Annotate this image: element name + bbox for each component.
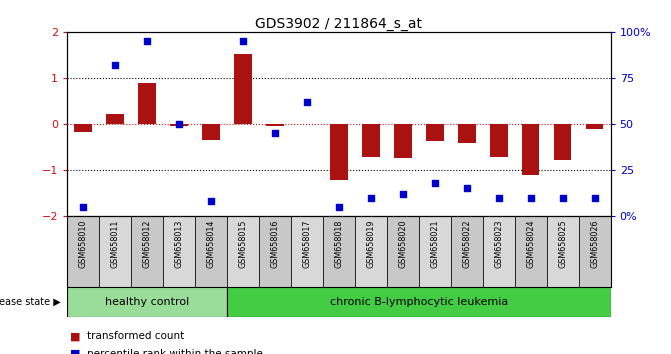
Point bbox=[462, 185, 472, 191]
Bar bbox=[451, 216, 482, 287]
Point bbox=[174, 121, 185, 127]
Bar bbox=[355, 216, 386, 287]
Text: GSM658014: GSM658014 bbox=[207, 219, 215, 268]
Bar bbox=[515, 216, 547, 287]
Bar bbox=[99, 216, 131, 287]
Bar bbox=[170, 124, 188, 126]
Text: healthy control: healthy control bbox=[105, 297, 189, 307]
Text: GSM658025: GSM658025 bbox=[558, 219, 567, 268]
Text: GSM658022: GSM658022 bbox=[462, 219, 471, 268]
Point bbox=[205, 198, 216, 204]
Text: GSM658024: GSM658024 bbox=[526, 219, 535, 268]
Text: GSM658012: GSM658012 bbox=[142, 219, 152, 268]
Bar bbox=[67, 216, 99, 287]
Text: GSM658026: GSM658026 bbox=[590, 219, 599, 268]
Bar bbox=[522, 124, 539, 176]
Bar bbox=[131, 216, 163, 287]
Bar bbox=[482, 216, 515, 287]
Text: disease state ▶: disease state ▶ bbox=[0, 297, 60, 307]
Point bbox=[558, 195, 568, 200]
Text: percentile rank within the sample: percentile rank within the sample bbox=[87, 349, 263, 354]
Text: GSM658011: GSM658011 bbox=[111, 219, 119, 268]
Point bbox=[333, 204, 344, 210]
Bar bbox=[458, 124, 476, 143]
Bar bbox=[67, 287, 227, 317]
Point bbox=[397, 191, 408, 197]
Point bbox=[301, 99, 312, 105]
Point bbox=[366, 195, 376, 200]
Text: GSM658017: GSM658017 bbox=[303, 219, 311, 268]
Point bbox=[525, 195, 536, 200]
Point bbox=[270, 130, 280, 136]
Text: GSM658015: GSM658015 bbox=[238, 219, 248, 268]
Point bbox=[109, 62, 120, 68]
Text: GSM658023: GSM658023 bbox=[495, 219, 503, 268]
Text: GSM658013: GSM658013 bbox=[174, 219, 183, 268]
Point bbox=[493, 195, 504, 200]
Text: GSM658020: GSM658020 bbox=[399, 219, 407, 268]
Bar bbox=[291, 216, 323, 287]
Bar bbox=[330, 124, 348, 180]
Bar bbox=[195, 216, 227, 287]
Bar bbox=[586, 124, 603, 130]
Point bbox=[78, 204, 89, 210]
Title: GDS3902 / 211864_s_at: GDS3902 / 211864_s_at bbox=[256, 17, 422, 31]
Bar bbox=[394, 124, 411, 159]
Bar bbox=[490, 124, 507, 157]
Text: GSM658018: GSM658018 bbox=[334, 219, 344, 268]
Text: GSM658019: GSM658019 bbox=[366, 219, 375, 268]
Text: chronic B-lymphocytic leukemia: chronic B-lymphocytic leukemia bbox=[329, 297, 508, 307]
Bar bbox=[106, 114, 124, 124]
Bar bbox=[227, 287, 611, 317]
Text: ■: ■ bbox=[70, 331, 81, 341]
Point bbox=[238, 38, 248, 44]
Bar bbox=[426, 124, 444, 141]
Text: GSM658021: GSM658021 bbox=[430, 219, 440, 268]
Bar bbox=[234, 54, 252, 124]
Bar bbox=[259, 216, 291, 287]
Bar bbox=[138, 84, 156, 124]
Bar bbox=[386, 216, 419, 287]
Bar bbox=[74, 124, 92, 132]
Bar bbox=[323, 216, 355, 287]
Point bbox=[429, 180, 440, 185]
Bar bbox=[578, 216, 611, 287]
Bar bbox=[227, 216, 259, 287]
Bar bbox=[266, 124, 284, 126]
Point bbox=[142, 38, 152, 44]
Bar bbox=[547, 216, 578, 287]
Bar bbox=[419, 216, 451, 287]
Bar bbox=[163, 216, 195, 287]
Text: GSM658016: GSM658016 bbox=[270, 219, 279, 268]
Point bbox=[589, 195, 600, 200]
Text: transformed count: transformed count bbox=[87, 331, 185, 341]
Bar bbox=[362, 124, 380, 157]
Text: GSM658010: GSM658010 bbox=[79, 219, 88, 268]
Text: ■: ■ bbox=[70, 349, 81, 354]
Bar bbox=[202, 124, 220, 140]
Bar bbox=[554, 124, 572, 160]
